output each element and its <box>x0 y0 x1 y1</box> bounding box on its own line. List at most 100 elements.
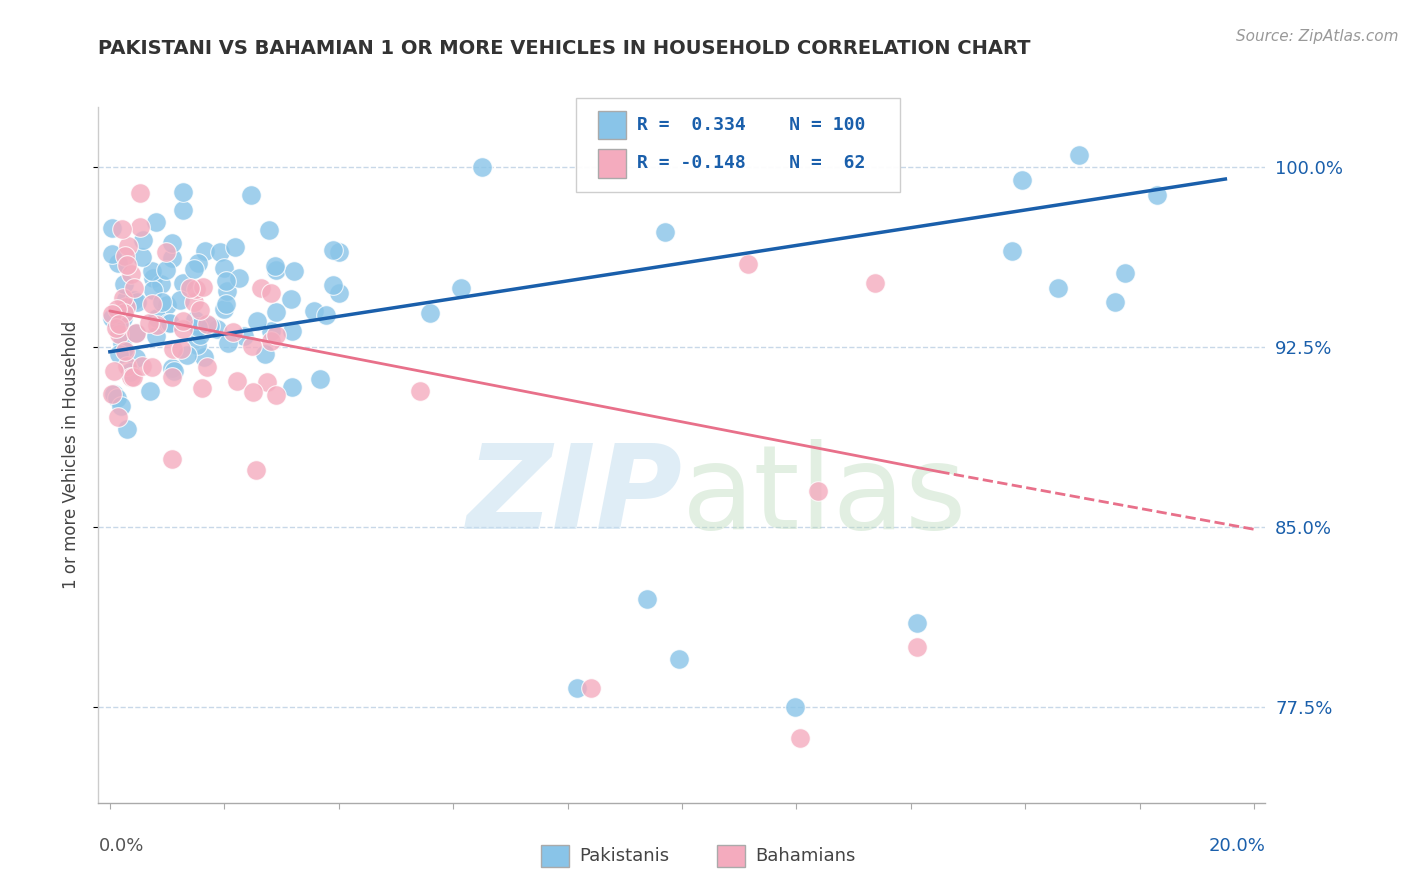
Point <box>176 348 198 362</box>
Point <box>228 271 250 285</box>
Point <box>259 286 281 301</box>
Point <box>328 244 350 259</box>
Point <box>145 215 167 229</box>
Point <box>194 244 217 259</box>
Point <box>172 314 194 328</box>
Point <box>636 591 658 606</box>
Point <box>212 260 235 275</box>
Point <box>114 344 136 359</box>
Text: Bahamians: Bahamians <box>755 847 855 865</box>
Point <box>162 342 184 356</box>
Point <box>172 321 194 335</box>
Point <box>302 304 325 318</box>
Point <box>266 388 288 402</box>
Point <box>141 297 163 311</box>
Point <box>1146 188 1168 202</box>
Point <box>112 305 135 319</box>
Point <box>108 326 131 341</box>
Point <box>322 244 344 258</box>
Point <box>579 681 602 695</box>
Point <box>200 319 222 334</box>
Point <box>129 186 152 200</box>
Point <box>163 364 186 378</box>
Point <box>179 281 201 295</box>
Point <box>105 301 128 316</box>
Point <box>124 281 146 295</box>
Point <box>186 282 208 296</box>
Point <box>115 300 138 314</box>
Point <box>280 292 302 306</box>
Point <box>124 326 146 340</box>
Point <box>737 256 759 270</box>
Point <box>172 185 194 199</box>
Point <box>101 307 124 321</box>
Point <box>156 298 179 312</box>
Point <box>215 285 238 299</box>
Point <box>131 359 153 374</box>
Point <box>111 292 134 306</box>
Point <box>111 222 134 236</box>
Point <box>668 652 690 666</box>
Point <box>264 259 287 273</box>
Point <box>103 364 125 378</box>
Point <box>138 384 160 399</box>
Point <box>101 387 124 401</box>
Point <box>100 246 122 260</box>
Point <box>105 391 128 405</box>
Point <box>450 280 472 294</box>
Point <box>187 320 209 334</box>
Point <box>1011 173 1033 187</box>
Point <box>195 318 218 332</box>
Text: 0.0%: 0.0% <box>98 837 143 855</box>
Point <box>209 244 232 259</box>
Text: 20.0%: 20.0% <box>1209 837 1265 855</box>
Point <box>250 281 273 295</box>
Point <box>207 322 229 336</box>
Point <box>183 294 205 309</box>
Point <box>108 317 131 331</box>
Point <box>187 256 209 270</box>
Point <box>112 277 135 292</box>
Point <box>654 226 676 240</box>
Point <box>193 351 215 365</box>
Point <box>419 306 441 320</box>
Point <box>905 615 928 630</box>
Point <box>132 233 155 247</box>
Point <box>195 360 218 375</box>
Point <box>266 305 288 319</box>
Point <box>789 731 811 745</box>
Point <box>183 313 205 327</box>
Point <box>112 342 135 356</box>
Point <box>155 262 177 277</box>
Point <box>308 372 330 386</box>
Point <box>188 327 211 342</box>
Point <box>322 278 344 293</box>
Point <box>315 308 337 322</box>
Point <box>111 335 134 350</box>
Point <box>240 188 263 202</box>
Point <box>150 277 173 291</box>
Point <box>141 359 163 374</box>
Point <box>245 463 267 477</box>
Point <box>100 221 122 235</box>
Point <box>471 160 494 174</box>
Point <box>107 409 129 424</box>
Point <box>105 321 128 335</box>
Point <box>222 325 245 339</box>
Point <box>142 283 165 297</box>
Point <box>162 370 184 384</box>
Point <box>863 276 886 290</box>
Point <box>212 302 235 317</box>
Point <box>283 264 305 278</box>
Point <box>115 258 138 272</box>
Point <box>191 381 214 395</box>
Point <box>246 314 269 328</box>
Point <box>115 422 138 436</box>
Point <box>108 347 131 361</box>
Point <box>1067 148 1090 162</box>
Point <box>172 202 194 217</box>
Text: R = -0.148    N =  62: R = -0.148 N = 62 <box>637 154 865 172</box>
Point <box>253 347 276 361</box>
Point <box>1046 281 1069 295</box>
Point <box>142 270 165 285</box>
